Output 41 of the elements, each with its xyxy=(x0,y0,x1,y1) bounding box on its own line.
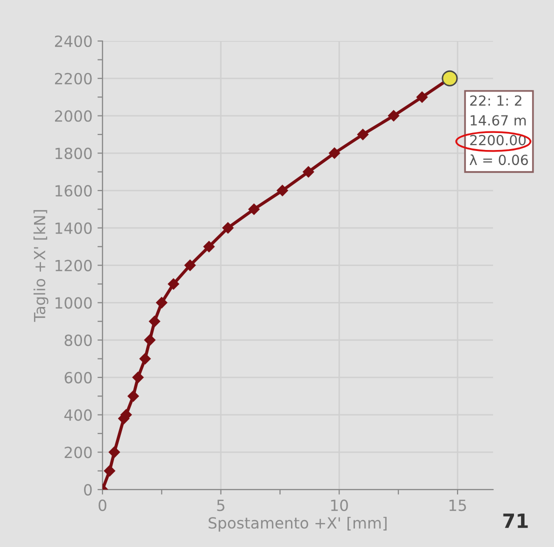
y-axis-title: Taglio +X' [kN] xyxy=(34,210,48,322)
y-tick-label: 2400 xyxy=(55,35,92,48)
y-tick-label: 2200 xyxy=(55,72,92,84)
point xyxy=(132,372,144,384)
point xyxy=(184,260,196,271)
point xyxy=(416,91,428,103)
point xyxy=(276,184,288,196)
y-tick-label: 800 xyxy=(64,334,92,346)
point xyxy=(442,70,458,86)
y-tick-label: 600 xyxy=(64,372,92,384)
point xyxy=(222,222,234,234)
x-tick-label: 10 xyxy=(331,500,348,512)
annotation: 22: 1: 2 14.67 m 2200.00 λ = 0.06 xyxy=(470,95,528,166)
point xyxy=(148,316,160,327)
point xyxy=(357,128,368,140)
y-tick-label: 1600 xyxy=(56,185,92,197)
point xyxy=(203,241,215,252)
y-tick-label: 400 xyxy=(64,409,92,421)
x-tick-label: 15 xyxy=(450,500,466,512)
y-tick-label: 200 xyxy=(64,446,92,458)
y-tick-label: 1200 xyxy=(56,260,92,272)
point xyxy=(328,148,340,159)
point xyxy=(104,465,116,476)
y-tick-label: 0 xyxy=(84,484,92,496)
point xyxy=(144,334,156,346)
y-tick-label: 2000 xyxy=(55,110,92,122)
point xyxy=(128,390,139,402)
y-tick-label: 1800 xyxy=(56,148,92,160)
point xyxy=(388,110,400,122)
x-tick-label: 0 xyxy=(98,500,106,512)
point xyxy=(139,353,151,364)
point xyxy=(248,204,260,215)
y-tick-label: 1400 xyxy=(56,222,92,234)
x-tick-label: 5 xyxy=(217,500,224,512)
x-axis-title: Spostamento +X' [mm] xyxy=(208,516,387,532)
y-tick-label: 1000 xyxy=(56,297,92,309)
point xyxy=(108,446,120,458)
point xyxy=(168,278,180,290)
point xyxy=(156,297,168,308)
text: 71 xyxy=(503,514,528,528)
point xyxy=(302,166,314,178)
